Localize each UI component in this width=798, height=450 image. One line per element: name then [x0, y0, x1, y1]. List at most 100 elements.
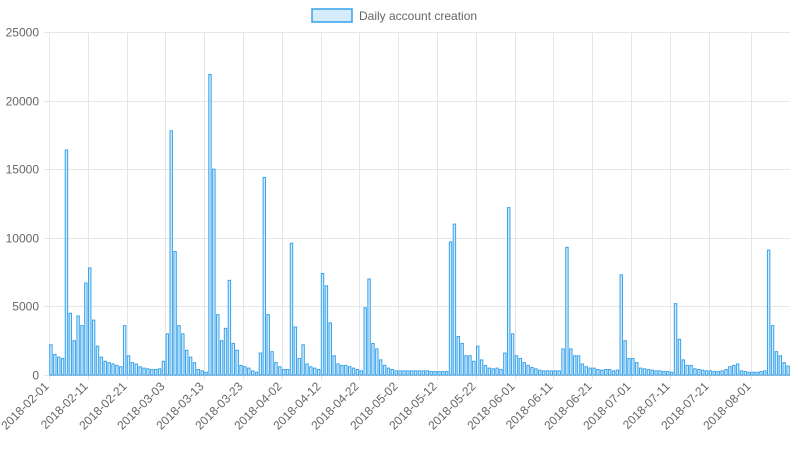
bar[interactable]	[627, 358, 631, 376]
bar[interactable]	[518, 358, 523, 376]
bar[interactable]	[588, 367, 592, 376]
bar[interactable]	[642, 368, 647, 376]
bar[interactable]	[545, 370, 550, 376]
bar[interactable]	[340, 364, 344, 376]
bar[interactable]	[285, 369, 290, 376]
bar[interactable]	[735, 363, 740, 376]
bar[interactable]	[235, 349, 239, 376]
bar[interactable]	[464, 355, 468, 376]
bar[interactable]	[732, 364, 736, 376]
bar[interactable]	[514, 355, 519, 376]
bar[interactable]	[483, 364, 488, 376]
bar[interactable]	[654, 370, 658, 376]
bar[interactable]	[57, 356, 61, 376]
bar[interactable]	[119, 366, 123, 376]
bar[interactable]	[782, 362, 786, 376]
bar[interactable]	[72, 340, 76, 376]
bar[interactable]	[666, 371, 670, 376]
bar[interactable]	[553, 370, 557, 376]
bar[interactable]	[297, 358, 301, 376]
bar[interactable]	[743, 371, 748, 376]
bar[interactable]	[600, 369, 604, 376]
bar[interactable]	[355, 369, 360, 376]
bar[interactable]	[697, 369, 701, 376]
bar[interactable]	[693, 368, 697, 376]
bar[interactable]	[615, 369, 620, 376]
bar[interactable]	[487, 367, 492, 376]
bar[interactable]	[592, 367, 596, 376]
bar[interactable]	[49, 344, 53, 376]
bar[interactable]	[382, 364, 387, 376]
bar[interactable]	[212, 168, 216, 376]
bar[interactable]	[689, 364, 693, 376]
bar[interactable]	[538, 369, 542, 376]
bar[interactable]	[673, 303, 678, 376]
bar[interactable]	[778, 355, 783, 376]
bar[interactable]	[181, 333, 185, 376]
bar[interactable]	[774, 351, 779, 376]
bar[interactable]	[347, 366, 352, 376]
bar[interactable]	[786, 365, 790, 376]
bar[interactable]	[398, 370, 402, 376]
bar[interactable]	[425, 370, 429, 376]
bar[interactable]	[417, 370, 422, 376]
bar[interactable]	[720, 370, 724, 376]
bar[interactable]	[565, 246, 569, 376]
bar[interactable]	[441, 371, 445, 376]
bar[interactable]	[103, 360, 107, 376]
bar[interactable]	[239, 364, 243, 376]
bar[interactable]	[584, 366, 589, 376]
bar[interactable]	[363, 307, 367, 376]
bar[interactable]	[472, 360, 476, 376]
bar[interactable]	[379, 359, 383, 376]
bar[interactable]	[200, 370, 204, 376]
bar[interactable]	[344, 364, 348, 376]
bar[interactable]	[107, 362, 111, 376]
bar[interactable]	[766, 249, 771, 376]
bar[interactable]	[429, 371, 433, 376]
bar[interactable]	[444, 371, 449, 376]
bar[interactable]	[84, 282, 88, 376]
bar[interactable]	[138, 366, 142, 376]
bar[interactable]	[64, 149, 69, 376]
bar[interactable]	[309, 366, 313, 376]
bar[interactable]	[88, 267, 92, 376]
bar[interactable]	[604, 369, 608, 376]
bar[interactable]	[596, 369, 600, 376]
bar[interactable]	[751, 371, 755, 376]
bar[interactable]	[549, 370, 554, 376]
bar[interactable]	[479, 359, 484, 376]
bar[interactable]	[122, 325, 127, 376]
bar[interactable]	[208, 74, 212, 376]
bar[interactable]	[701, 369, 705, 376]
bar[interactable]	[437, 371, 441, 376]
bar[interactable]	[541, 370, 546, 376]
bar[interactable]	[669, 371, 674, 376]
bar[interactable]	[724, 369, 728, 376]
bar[interactable]	[153, 369, 158, 376]
bar[interactable]	[99, 356, 104, 376]
bar[interactable]	[192, 362, 197, 376]
legend[interactable]: Daily account creation	[311, 8, 477, 23]
bar[interactable]	[576, 355, 581, 376]
bar[interactable]	[526, 364, 530, 376]
bar[interactable]	[282, 369, 286, 376]
bar[interactable]	[231, 342, 235, 376]
bar[interactable]	[146, 368, 150, 376]
bar[interactable]	[763, 370, 767, 376]
bar[interactable]	[289, 242, 294, 376]
bar[interactable]	[611, 370, 616, 376]
bar[interactable]	[371, 342, 375, 376]
bar[interactable]	[452, 223, 457, 376]
bar[interactable]	[708, 370, 713, 376]
bar[interactable]	[460, 342, 464, 376]
bar[interactable]	[390, 369, 395, 376]
bar[interactable]	[530, 366, 534, 376]
bar[interactable]	[161, 360, 166, 376]
bar[interactable]	[367, 278, 371, 376]
bar[interactable]	[410, 370, 414, 376]
bar[interactable]	[173, 251, 177, 376]
bar[interactable]	[336, 363, 340, 376]
bar[interactable]	[569, 348, 573, 376]
bar[interactable]	[495, 367, 499, 376]
